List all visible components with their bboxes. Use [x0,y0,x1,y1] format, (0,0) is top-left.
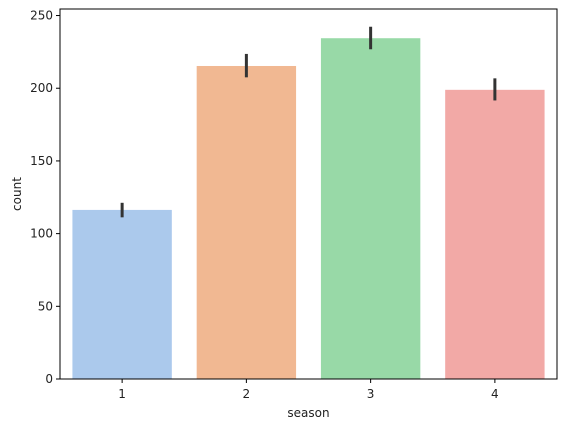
y-axis-label: count [10,177,24,211]
x-tick-label: 2 [243,387,251,401]
error-bars-layer [120,26,497,218]
y-tick-label: 200 [30,81,53,95]
y-tick-label: 0 [45,372,53,386]
x-axis: 1 2 3 4 [118,379,499,401]
bar-season-1 [72,209,172,379]
x-axis-label: season [287,406,329,420]
y-tick-label: 150 [30,154,53,168]
plot-frame [59,8,558,380]
y-tick-label: 100 [30,227,53,241]
bar-season-2 [196,65,297,380]
bars-layer [72,38,545,380]
x-tick-label: 3 [367,387,375,401]
y-tick-label: 250 [30,9,53,23]
y-axis: 0 50 100 150 200 250 [30,9,60,386]
bar-season-4 [445,89,545,379]
x-tick-label: 4 [491,387,499,401]
x-tick-label: 1 [118,387,126,401]
y-tick-label: 50 [38,299,53,313]
bar-season-3 [320,38,421,379]
